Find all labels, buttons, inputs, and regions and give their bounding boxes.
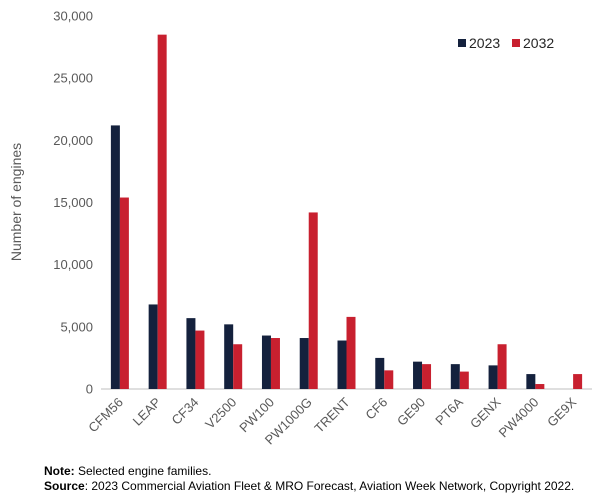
note: Note: Selected engine families. [44,464,211,479]
legend: 2023 2032 [444,30,564,56]
x-tick-label: V2500 [202,395,239,432]
bar-2023-genx [488,365,498,389]
bar-2023-pw100 [261,335,271,389]
bar-2023-ge90 [413,361,423,389]
bar-2032-cf34 [195,330,205,389]
bar-2032-cfm56 [119,197,129,389]
bar-2032-ge90 [422,364,432,389]
bar-2032-pt6a [459,371,469,389]
bar-2023-trent [337,340,347,389]
y-tick-label: 25,000 [53,71,93,86]
bar-2032-cf6 [384,370,394,389]
bar-2023-pt6a [450,364,460,389]
bar-2023-cfm56 [110,125,120,389]
bar-2032-trent [346,316,356,389]
bar-2023-leap [148,304,158,389]
source-text: : 2023 Commercial Aviation Fleet & MRO F… [84,479,575,493]
legend-label-2023: 2023 [469,35,500,51]
note-text: Selected engine families. [74,464,212,478]
legend-swatch-2032 [512,39,520,47]
x-tick-label: TRENT [311,394,352,435]
x-tick-label: CFM56 [85,395,126,436]
x-tick-label: PW4000 [496,395,542,441]
bar-2023-pw1000g [299,338,309,389]
bar-2032-leap [157,34,167,390]
y-tick-label: 15,000 [53,195,93,210]
x-tick-label: LEAP [130,395,164,429]
bars [110,34,583,390]
source: Source: 2023 Commercial Aviation Fleet &… [44,479,574,494]
bar-2032-pw100 [270,338,280,389]
bar-2032-pw1000g [308,212,318,389]
legend-label-2032: 2032 [523,35,554,51]
bar-2032-genx [497,344,507,389]
bar-chart: Number of engines 0 5,000 10,000 15,000 20,0… [8,9,592,448]
y-tick-label: 0 [86,382,93,397]
x-tick-label: GE90 [394,395,428,429]
y-tick-label: 10,000 [53,257,93,272]
y-tick-label: 5,000 [60,319,93,334]
y-tick-label: 30,000 [53,9,93,24]
y-tick-label: 20,000 [53,133,93,148]
y-axis-ticks: 0 5,000 10,000 15,000 20,000 25,000 30,000 [53,9,93,397]
bar-2032-ge9x [573,374,583,389]
bar-2023-pw4000 [526,374,536,389]
source-label: Source [44,479,85,493]
bar-2023-v2500 [224,324,234,389]
x-tick-label: GE9X [544,394,579,429]
bar-2023-cf6 [375,357,385,389]
x-tick-label: CF34 [168,395,201,428]
x-tick-label: CF6 [362,395,390,423]
x-tick-label: PT6A [432,394,466,428]
bar-2032-pw4000 [535,384,545,389]
y-axis-label: Number of engines [8,143,24,261]
bar-2023-cf34 [186,318,196,389]
note-label: Note: [44,464,75,478]
bar-2032-v2500 [233,344,243,389]
legend-swatch-2023 [458,39,466,47]
